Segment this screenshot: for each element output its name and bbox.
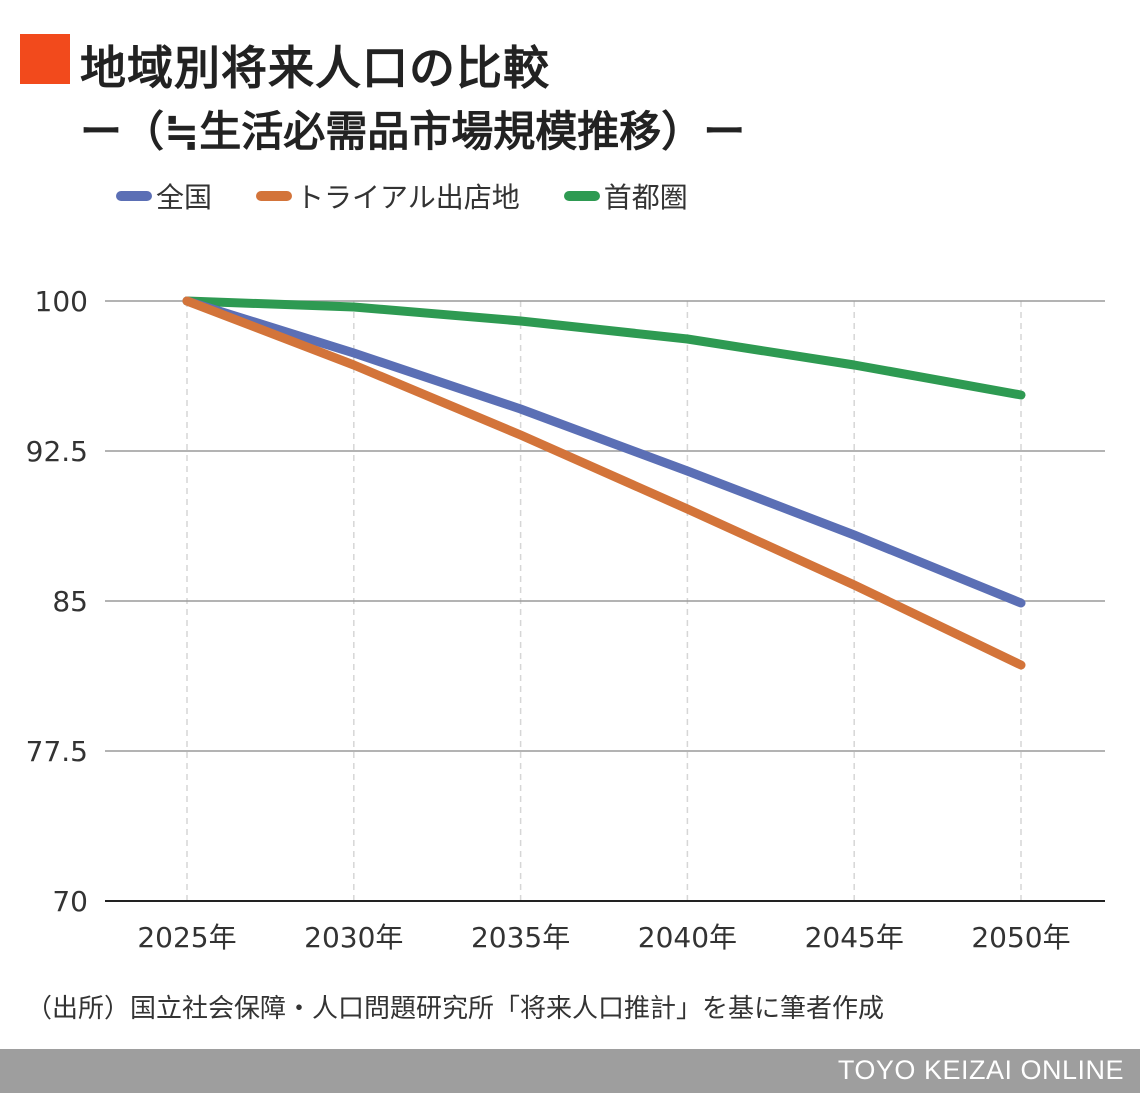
legend-item-shutoken: 首都圏 — [563, 176, 688, 216]
legend-label-zenkoku: 全国 — [156, 181, 213, 214]
footer-bar: TOYO KEIZAI ONLINE — [0, 1049, 1140, 1093]
title-square-icon — [20, 34, 70, 84]
x-tick-label: 2035年 — [471, 921, 570, 954]
footer-brand: TOYO KEIZAI ONLINE — [837, 1055, 1124, 1085]
series-line — [182, 296, 1026, 400]
legend-label-shutoken: 首都圏 — [603, 181, 688, 214]
legend: 全国 トライアル出店地 首都圏 — [116, 176, 732, 216]
x-tick-label: 2025年 — [137, 921, 236, 954]
y-tick-label: 92.5 — [26, 435, 88, 468]
x-tick-label: 2030年 — [304, 921, 403, 954]
legend-item-zenkoku: 全国 — [116, 176, 212, 216]
x-tick-label: 2050年 — [971, 921, 1070, 954]
legend-swatch-trial — [256, 191, 293, 201]
legend-swatch-shutoken — [563, 191, 600, 201]
legend-label-trial: トライアル出店地 — [296, 181, 520, 214]
chart-subtitle: ー（≒生活必需品市場規模推移）ー — [80, 107, 746, 156]
y-tick-label: 70 — [52, 885, 88, 918]
x-tick-label: 2045年 — [805, 921, 904, 954]
legend-swatch-zenkoku — [116, 191, 152, 201]
chart-title: 地域別将来人口の比較 — [80, 41, 550, 95]
legend-item-trial: トライアル出店地 — [256, 176, 520, 216]
y-tick-label: 85 — [52, 585, 88, 618]
source-note: （出所）国立社会保障・人口問題研究所「将来人口推計」を基に筆者作成 — [26, 994, 885, 1024]
x-tick-label: 2040年 — [638, 921, 737, 954]
y-tick-label: 77.5 — [26, 735, 88, 768]
series-line — [182, 296, 1026, 608]
y-tick-label: 100 — [35, 285, 88, 318]
series-line — [182, 296, 1026, 670]
